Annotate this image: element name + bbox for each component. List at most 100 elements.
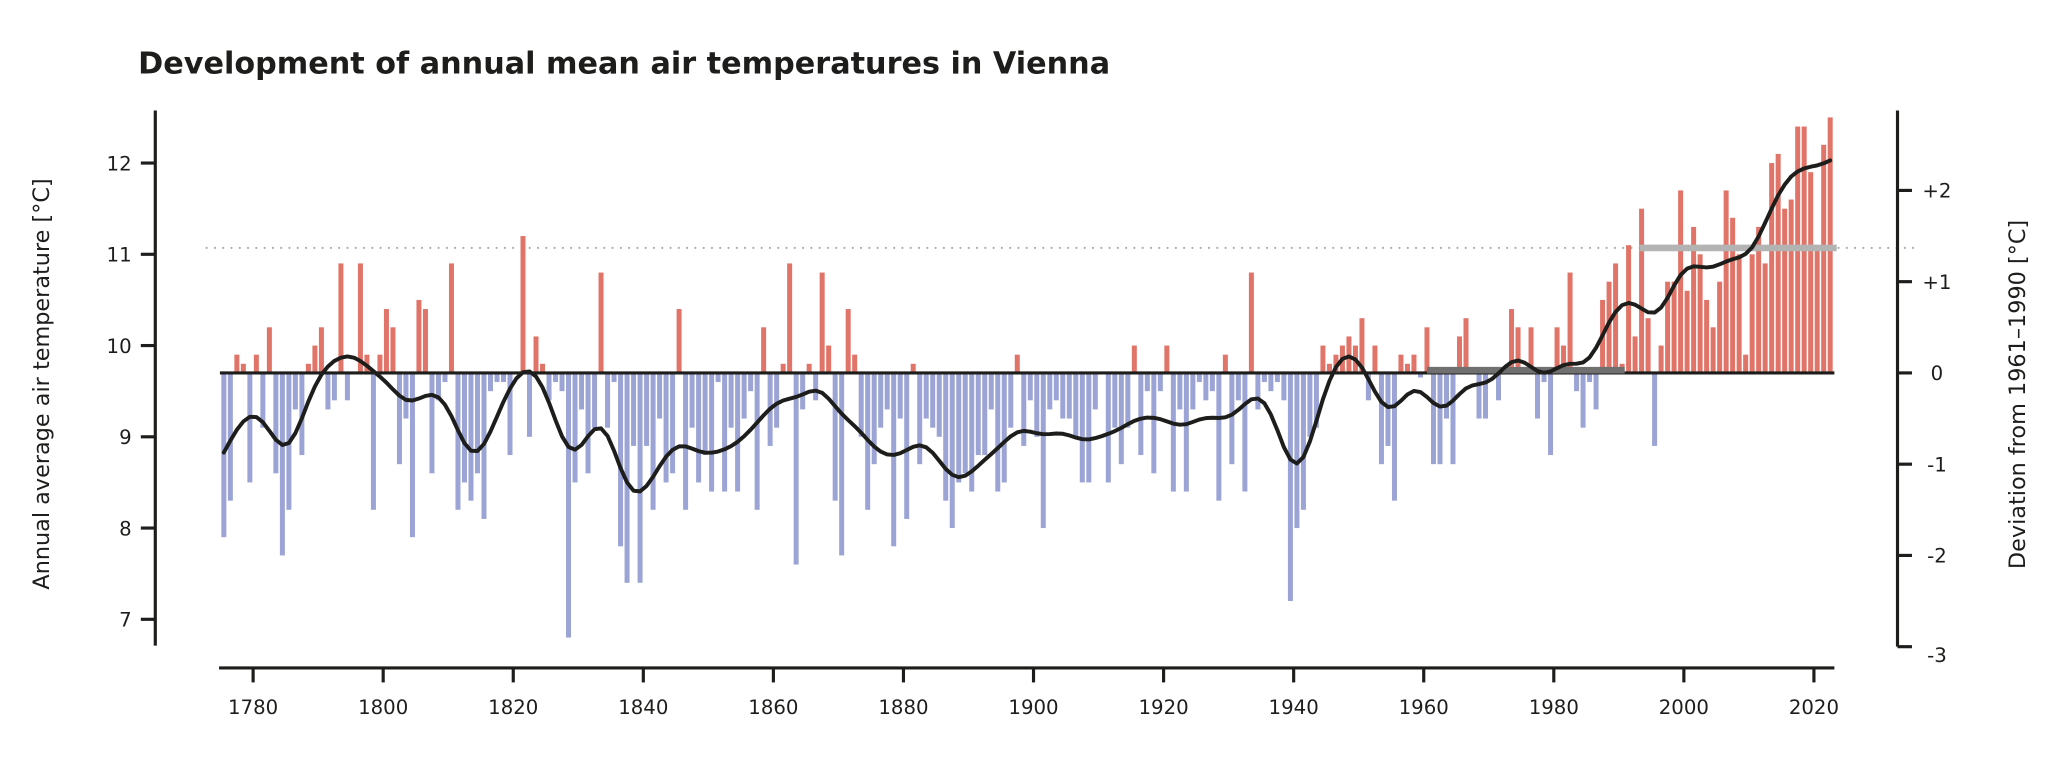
bar-1993 xyxy=(1632,336,1638,373)
bar-2015 xyxy=(1775,153,1781,373)
bar-1834 xyxy=(598,272,604,373)
bar-1858 xyxy=(754,372,760,510)
bar-2000 xyxy=(1678,190,1684,373)
bar-1916 xyxy=(1131,345,1137,373)
bar-1941 xyxy=(1294,372,1300,529)
bar-1881 xyxy=(904,372,910,519)
bar-1930 xyxy=(1222,354,1228,373)
bar-2020 xyxy=(1808,172,1814,373)
x-tick-label: 1920 xyxy=(1138,696,1188,719)
smoothed-trend-line xyxy=(221,158,1833,494)
bar-1910 xyxy=(1092,372,1098,410)
bar-1979 xyxy=(1541,372,1547,383)
bar-2005 xyxy=(1710,327,1716,373)
reference-lines xyxy=(219,158,1837,494)
bar-1840 xyxy=(637,372,643,583)
bar-1989 xyxy=(1606,281,1612,373)
bar-1975 xyxy=(1515,327,1521,373)
bar-1965 xyxy=(1450,372,1456,465)
bar-1877 xyxy=(878,372,884,428)
bar-1861 xyxy=(774,372,780,428)
bar-1845 xyxy=(670,372,676,474)
bar-1972 xyxy=(1496,372,1502,401)
bar-1815 xyxy=(474,372,480,474)
bar-1891 xyxy=(969,372,975,492)
bar-1887 xyxy=(943,372,949,501)
bar-1978 xyxy=(1535,372,1541,419)
bar-2001 xyxy=(1684,290,1690,373)
bar-1884 xyxy=(923,372,929,419)
bar-1897 xyxy=(1008,372,1014,428)
bar-1996 xyxy=(1652,372,1658,446)
bar-1943 xyxy=(1307,372,1313,437)
y-tick-label: 12 xyxy=(107,152,132,175)
bar-1849 xyxy=(696,372,702,483)
bar-1984 xyxy=(1574,372,1580,392)
bar-2014 xyxy=(1769,163,1775,373)
bar-2004 xyxy=(1704,299,1710,373)
bar-1866 xyxy=(806,363,812,373)
bar-1867 xyxy=(813,372,819,401)
bar-1970 xyxy=(1483,372,1489,419)
bar-1934 xyxy=(1248,272,1254,373)
bar-1977 xyxy=(1528,327,1534,373)
bar-1922 xyxy=(1170,372,1176,492)
bar-1843 xyxy=(657,372,663,419)
bar-1787 xyxy=(292,372,298,410)
bar-1800 xyxy=(377,354,383,373)
bar-1782 xyxy=(260,372,266,428)
bar-1961 xyxy=(1424,327,1430,373)
bar-2006 xyxy=(1717,281,1723,373)
bar-1839 xyxy=(631,372,637,446)
bar-1898 xyxy=(1014,354,1020,373)
bar-1931 xyxy=(1229,372,1235,465)
bar-1799 xyxy=(370,372,376,510)
bar-1919 xyxy=(1151,372,1157,474)
bar-1935 xyxy=(1255,372,1261,410)
bar-1883 xyxy=(917,372,923,465)
bar-1812 xyxy=(455,372,461,510)
bar-1859 xyxy=(761,327,767,373)
bar-1831 xyxy=(579,372,585,410)
bar-1857 xyxy=(748,372,754,392)
bar-1995 xyxy=(1645,318,1651,373)
bar-1827 xyxy=(553,372,559,383)
bar-2012 xyxy=(1756,226,1762,373)
bar-1998 xyxy=(1665,281,1671,373)
bar-1917 xyxy=(1138,372,1144,456)
bar-1836 xyxy=(611,372,617,383)
x-tick-label: 1940 xyxy=(1269,696,1319,719)
bar-1937 xyxy=(1268,372,1274,392)
bar-1892 xyxy=(975,372,981,456)
bar-1837 xyxy=(618,372,624,547)
y2-tick-label: -3 xyxy=(1927,644,1947,667)
bar-2007 xyxy=(1723,190,1729,373)
bar-1823 xyxy=(527,372,533,437)
bar-1969 xyxy=(1476,372,1482,419)
bar-1915 xyxy=(1125,372,1131,428)
bar-1963 xyxy=(1437,372,1443,465)
bar-1806 xyxy=(416,299,422,373)
bar-2008 xyxy=(1730,217,1736,373)
bar-1848 xyxy=(689,372,695,428)
bar-1784 xyxy=(273,372,279,474)
bar-1923 xyxy=(1177,372,1183,410)
bar-1783 xyxy=(266,327,272,373)
chart-title: Development of annual mean air temperatu… xyxy=(138,47,1110,82)
bar-1853 xyxy=(722,372,728,492)
bar-1920 xyxy=(1157,372,1163,392)
bar-2002 xyxy=(1691,226,1697,373)
bar-2010 xyxy=(1743,354,1749,373)
bar-1826 xyxy=(546,372,552,401)
bar-1928 xyxy=(1209,372,1215,392)
bar-1895 xyxy=(995,372,1001,492)
bar-1946 xyxy=(1326,363,1332,373)
bar-1901 xyxy=(1034,372,1040,437)
bar-1992 xyxy=(1626,245,1632,373)
bar-1873 xyxy=(852,354,858,373)
bar-1909 xyxy=(1086,372,1092,483)
bar-1850 xyxy=(702,372,708,456)
bar-1987 xyxy=(1593,372,1599,410)
bar-1967 xyxy=(1463,318,1469,373)
